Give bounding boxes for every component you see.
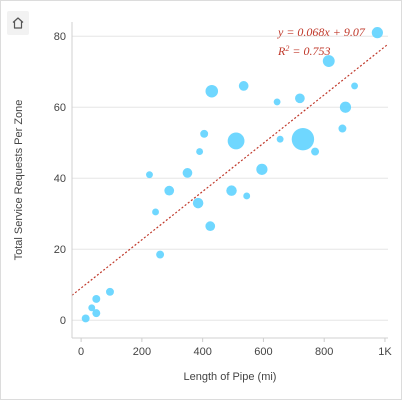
y-tick-label: 40 <box>54 173 66 185</box>
r-squared-label: R2 = 0.753 <box>277 44 330 59</box>
trendline-equation: y = 0.068x + 9.07 <box>277 25 366 39</box>
points-layer <box>81 27 383 323</box>
data-point <box>182 168 193 178</box>
data-point <box>92 294 101 303</box>
x-tick-label: 0 <box>78 346 84 358</box>
r-squared-superscript: 2 <box>285 44 289 53</box>
home-icon <box>12 17 24 29</box>
data-point <box>205 84 219 98</box>
data-point <box>322 55 335 67</box>
data-point <box>338 124 347 133</box>
data-point <box>351 82 359 90</box>
x-tick-label: 400 <box>193 346 211 358</box>
y-tick-label: 20 <box>54 244 66 256</box>
data-point <box>92 309 101 318</box>
y-tick-label: 0 <box>60 315 66 327</box>
x-tick-label: 800 <box>315 346 333 358</box>
y-axis-title: Total Service Requests Per Zone <box>13 100 25 261</box>
data-point <box>156 250 165 259</box>
r-squared-symbol: R <box>277 44 286 58</box>
x-axis-title: Length of Pipe (mi) <box>184 371 277 383</box>
home-button[interactable] <box>7 11 29 35</box>
data-point <box>256 163 268 175</box>
x-tick-label: 1K <box>378 346 392 358</box>
data-point <box>227 132 245 150</box>
data-point <box>146 171 153 179</box>
data-point <box>88 304 96 312</box>
data-point <box>339 101 352 113</box>
data-point <box>106 287 114 296</box>
data-point <box>291 127 315 151</box>
trendline-layer <box>71 43 389 296</box>
data-point <box>243 192 251 200</box>
data-point <box>152 208 159 216</box>
data-point <box>226 185 237 196</box>
y-tick-label: 60 <box>54 102 66 114</box>
data-point <box>371 27 383 39</box>
data-point <box>200 129 209 138</box>
data-point <box>311 147 320 156</box>
x-tick-label: 600 <box>254 346 272 358</box>
data-point <box>295 93 305 104</box>
data-point <box>81 314 90 323</box>
r-squared-value: = 0.753 <box>289 44 330 58</box>
data-point <box>276 135 284 143</box>
x-tick-label: 200 <box>133 346 151 358</box>
trendline <box>71 43 389 296</box>
data-point <box>205 221 216 232</box>
data-point <box>164 185 175 196</box>
y-tick-label: 80 <box>54 31 66 43</box>
data-point <box>196 148 204 156</box>
data-point <box>192 197 204 209</box>
data-point <box>273 98 281 106</box>
grid <box>72 35 388 321</box>
data-point <box>238 81 249 91</box>
